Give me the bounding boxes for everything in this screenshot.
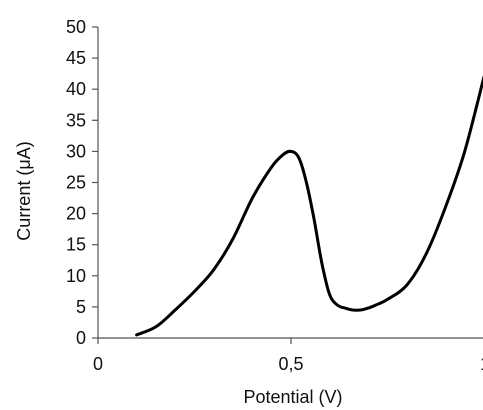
x-axis: 00,51	[93, 337, 483, 374]
y-tick-label: 50	[66, 17, 86, 37]
y-tick-label: 35	[66, 110, 86, 130]
y-tick-label: 5	[76, 297, 86, 317]
series-layer	[135, 75, 483, 337]
series-line	[135, 75, 483, 337]
y-axis: 0 5 10 15 20 25 30 35 40 45 50	[66, 17, 99, 348]
y-tick-label: 25	[66, 173, 86, 193]
y-tick-label: 0	[76, 328, 86, 348]
y-tick-label: 45	[66, 48, 86, 68]
x-tick-label: 1	[480, 354, 483, 374]
y-tick-label: 15	[66, 235, 86, 255]
x-tick-label: 0,5	[278, 354, 303, 374]
y-axis-label: Current (μA)	[14, 141, 34, 240]
y-tick-label: 30	[66, 141, 86, 161]
y-tick-label: 20	[66, 204, 86, 224]
y-tick-label: 40	[66, 79, 86, 99]
y-tick-label: 10	[66, 266, 86, 286]
x-axis-label: Potential (V)	[243, 387, 342, 407]
x-tick-label: 0	[93, 354, 103, 374]
